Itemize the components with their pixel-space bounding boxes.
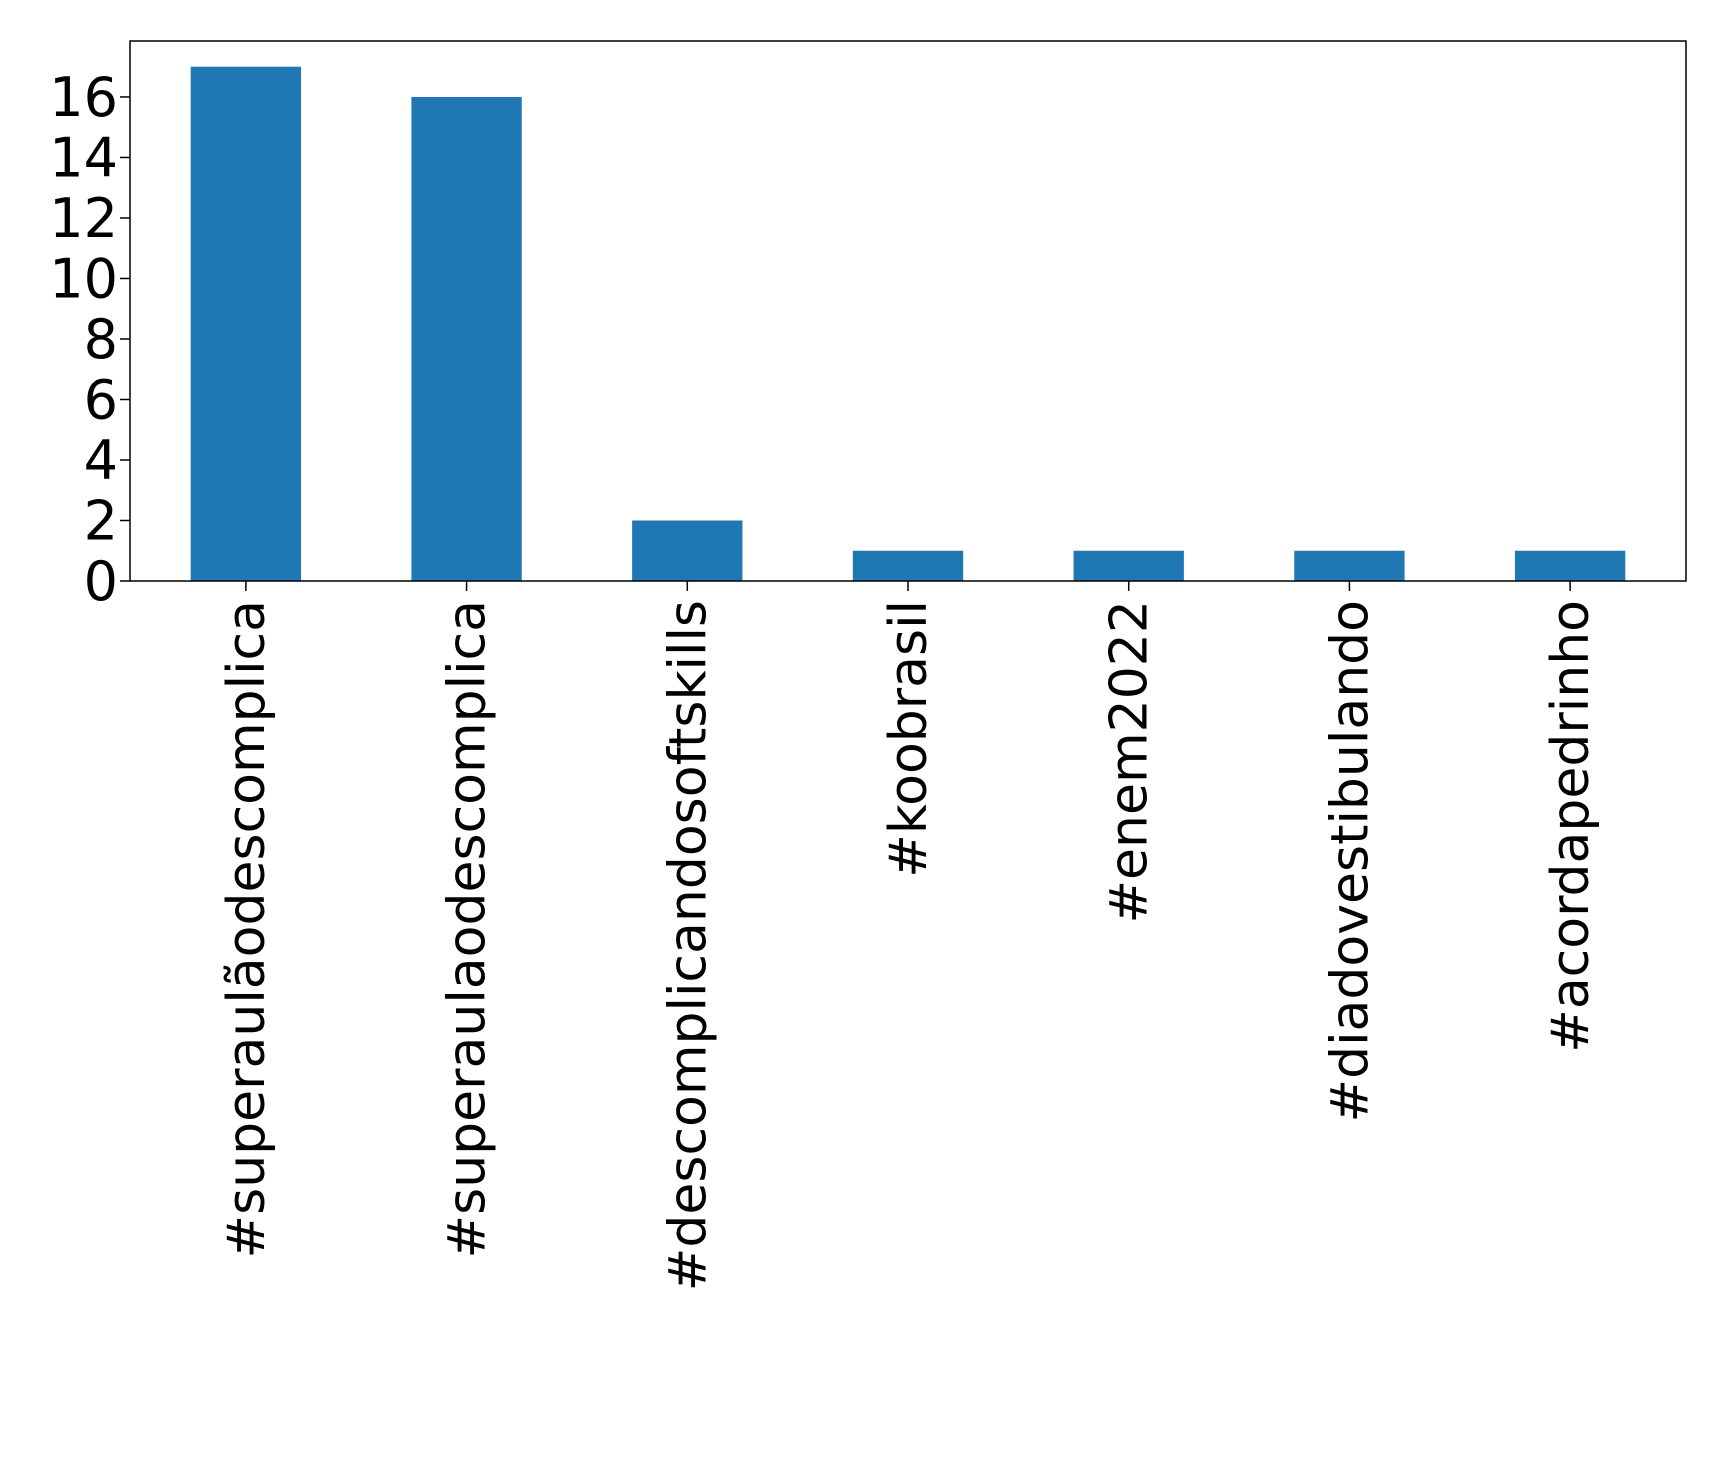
bar-0: [190, 66, 302, 581]
y-tick-label: 8: [84, 308, 118, 371]
y-tick-label: 4: [84, 429, 118, 492]
x-tick-label: #enem2022: [1100, 600, 1160, 924]
x-tick-label: #diadovestibulando: [1320, 600, 1380, 1122]
bar-6: [1514, 550, 1626, 581]
x-tick-label: #superaulãodescomplica: [217, 600, 277, 1258]
y-tick-label: 16: [49, 66, 118, 129]
y-tick-label: 2: [84, 489, 118, 552]
y-tick-label: 0: [84, 550, 118, 613]
x-tick-label: #superaulaodescomplica: [438, 600, 498, 1258]
y-tick-label: 14: [49, 126, 118, 189]
y-tick-label: 6: [84, 368, 118, 431]
bar-2: [632, 520, 743, 581]
bars-layer: [190, 66, 1626, 581]
y-tick-label: 12: [49, 187, 118, 250]
bar-1: [411, 96, 522, 581]
plot-frame: [129, 40, 1687, 582]
bar-4: [1073, 550, 1184, 581]
bar-5: [1294, 550, 1405, 581]
x-tick-label: #koobrasil: [879, 600, 939, 878]
bar-3: [852, 550, 964, 581]
y-tick-label: 10: [49, 247, 118, 310]
x-tick-label: #acordapedrinho: [1541, 600, 1601, 1053]
x-tick-label: #descomplicandosoftskills: [658, 600, 718, 1291]
x-axis: #superaulãodescomplica #superaulaodescomp…: [217, 581, 1601, 1291]
